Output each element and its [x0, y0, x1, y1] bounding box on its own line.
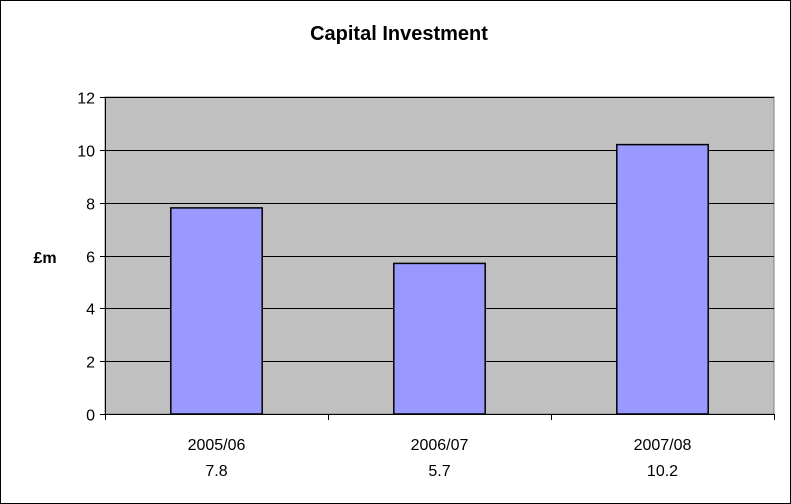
y-tick-label: 8	[86, 197, 95, 214]
bars	[170, 143, 709, 415]
bar-2006-07	[393, 262, 486, 415]
y-tick-label: 4	[86, 302, 95, 319]
x-tick-label: 2007/08	[634, 437, 692, 454]
y-tick-label: 6	[86, 250, 95, 267]
y-tick-label: 12	[77, 91, 95, 108]
y-tick-label: 10	[77, 144, 95, 161]
x-tick-label: 2005/06	[188, 437, 246, 454]
x-tick-label: 2006/07	[411, 437, 469, 454]
y-tick-label: 0	[86, 408, 95, 425]
bar-2007-08	[616, 143, 709, 415]
bar-2005-06	[170, 207, 263, 415]
chart-title: Capital Investment	[310, 23, 488, 45]
axis-labels: 0 2 4 6 8 10 12 2005/06 7.8 2006/07 5.7 2007/08 10.2	[77, 91, 691, 481]
axes	[100, 97, 775, 420]
data-label: 7.8	[205, 463, 227, 480]
y-tick-label: 2	[86, 355, 95, 372]
data-label: 5.7	[428, 463, 450, 480]
y-axis-label: £m	[33, 250, 56, 267]
data-label: 10.2	[647, 463, 678, 480]
